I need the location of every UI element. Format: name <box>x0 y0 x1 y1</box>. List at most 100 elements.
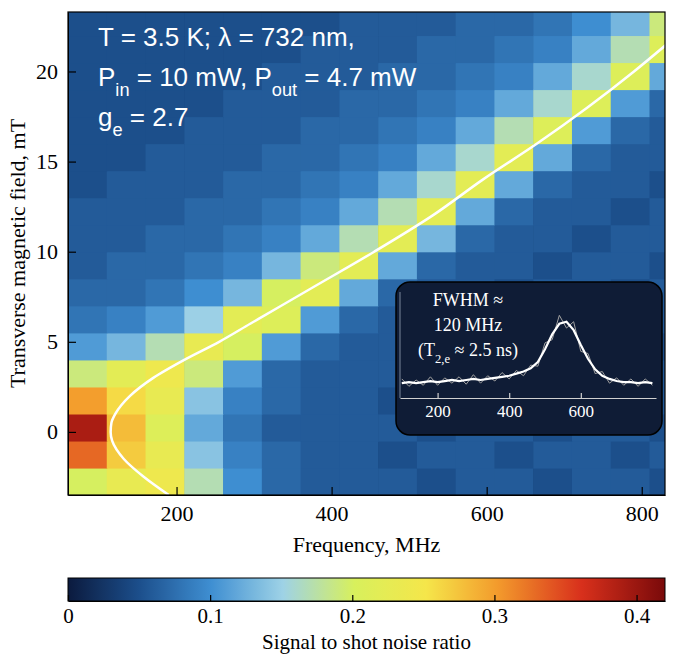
heatmap-cell <box>611 144 650 172</box>
heatmap-cell <box>649 468 665 495</box>
y-tick-mark <box>68 161 76 162</box>
heatmap-cell <box>533 171 572 199</box>
heatmap-cell <box>533 144 572 172</box>
heatmap-cell <box>572 117 611 145</box>
y-tick: 0 <box>47 419 76 444</box>
heatmap-cell <box>494 198 533 226</box>
heatmap-cell <box>223 171 262 199</box>
heatmap-cell <box>301 198 340 226</box>
heatmap-cell <box>301 468 340 495</box>
heatmap-cell <box>649 225 665 253</box>
heatmap-cell <box>301 441 340 469</box>
text-run: (T <box>418 340 435 361</box>
colorbar-tick-label: 0.4 <box>624 604 651 628</box>
heatmap-cell <box>184 387 223 415</box>
x-axis-line <box>69 495 666 496</box>
heatmap-cell <box>301 117 340 145</box>
heatmap-cell <box>146 387 185 415</box>
heatmap-cell <box>68 225 107 253</box>
heatmap-cell <box>456 468 495 495</box>
heatmap-cell <box>301 171 340 199</box>
heatmap-cell <box>184 171 223 199</box>
annotation: ge = 2.7 <box>98 102 188 140</box>
heatmap-cell <box>146 144 185 172</box>
heatmap-cell <box>107 171 146 199</box>
heatmap-cell <box>223 279 262 307</box>
heatmap-cell <box>262 171 301 199</box>
heatmap-cell <box>417 441 456 469</box>
heatmap-cell <box>494 468 533 495</box>
heatmap-cell <box>611 225 650 253</box>
text-run: T = 3.5 K; λ = 732 nm, <box>98 22 355 52</box>
colorbar-tick: 0.1 <box>198 595 224 628</box>
heatmap-cell <box>611 89 650 117</box>
fit-curve <box>111 44 665 495</box>
x-tick-mark <box>487 487 488 495</box>
heatmap-cell <box>611 117 650 145</box>
heatmap-cell <box>649 144 665 172</box>
heatmap-cell <box>572 62 611 90</box>
y-axis-line <box>68 13 69 496</box>
heatmap-cell <box>572 252 611 280</box>
heatmap-cell <box>146 414 185 442</box>
heatmap-cell <box>223 252 262 280</box>
heatmap-cell <box>184 441 223 469</box>
colorbar-tick-label: 0.2 <box>340 604 366 628</box>
colorbar-tick-label: 0.3 <box>482 604 508 628</box>
heatmap-cell <box>456 35 495 63</box>
heatmap-cell <box>339 387 378 415</box>
heatmap-cell <box>417 62 456 90</box>
heatmap-cell <box>68 333 107 361</box>
heatmap-cell <box>301 144 340 172</box>
heatmap-cell <box>494 117 533 145</box>
heatmap-cell <box>146 279 185 307</box>
plot-frame <box>68 12 665 495</box>
colorbar-axis-line <box>69 601 666 602</box>
subscript: out <box>272 80 297 100</box>
heatmap-cell <box>572 12 611 36</box>
subscript: e <box>112 120 122 140</box>
inset-x-axis: 200400600 <box>401 393 657 421</box>
heatmap-cell <box>456 62 495 90</box>
heatmap-cell <box>107 360 146 388</box>
heatmap-cell <box>223 144 262 172</box>
heatmap-cell <box>417 89 456 117</box>
y-axis: 05101520 <box>36 13 76 496</box>
plot-area <box>68 12 665 495</box>
heatmap-cell <box>107 225 146 253</box>
heatmap-cell <box>456 144 495 172</box>
heatmap-cell <box>301 333 340 361</box>
heatmap-cell <box>184 360 223 388</box>
heatmap-cell <box>184 144 223 172</box>
heatmap-cell <box>494 35 533 63</box>
heatmap-cell <box>649 198 665 226</box>
heatmap-cell <box>494 225 533 253</box>
heatmap-cell <box>107 468 146 495</box>
heatmap-cell <box>107 279 146 307</box>
heatmap-cell <box>223 360 262 388</box>
heatmap-cell <box>184 252 223 280</box>
heatmap-cell <box>68 306 107 334</box>
heatmap-cell <box>572 441 611 469</box>
heatmap-cell <box>223 117 262 145</box>
heatmap-cell <box>649 171 665 199</box>
x-tick-label: 600 <box>471 501 504 526</box>
text-run: = 10 mW, P <box>130 62 272 92</box>
heatmap-cell <box>417 117 456 145</box>
heatmap-cell <box>649 12 665 36</box>
heatmap-cell <box>107 306 146 334</box>
heatmap-cell <box>378 144 417 172</box>
heatmap-cell <box>417 468 456 495</box>
colorbar-tick-mark <box>352 595 353 601</box>
heatmap-cell <box>456 441 495 469</box>
heatmap-cell <box>262 252 301 280</box>
heatmap-cell <box>146 333 185 361</box>
heatmap-cell <box>572 225 611 253</box>
colorbar-tick: 0.4 <box>624 595 651 628</box>
y-tick: 10 <box>36 239 76 264</box>
text-run: ≈ 2.5 ns) <box>450 340 518 361</box>
heatmap-cell <box>223 89 262 117</box>
heatmap-cell <box>339 468 378 495</box>
heatmap-cell <box>494 171 533 199</box>
heatmap-cell <box>68 360 107 388</box>
